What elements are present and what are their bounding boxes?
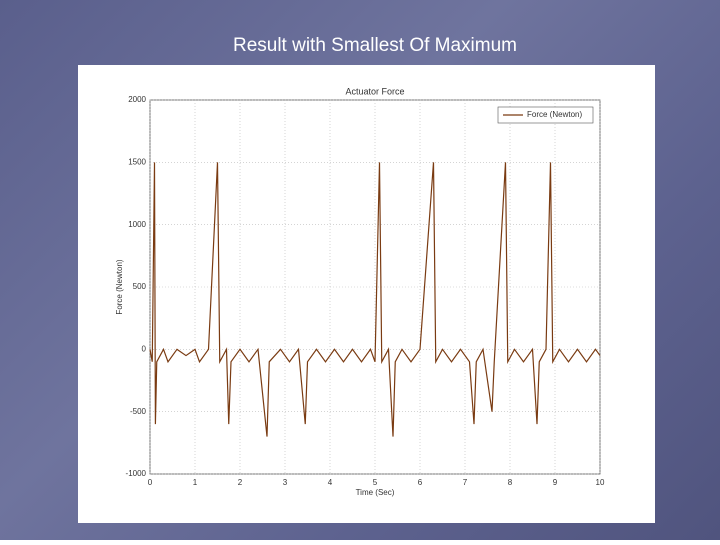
legend: Force (Newton) [497,106,594,124]
y-tick-label: -500 [130,407,147,416]
x-tick-label: 8 [508,478,513,487]
y-axis-label: Force (Newton) [115,259,124,314]
x-tick-label: 1 [193,478,198,487]
x-tick-label: 3 [283,478,288,487]
x-tick-label: 2 [238,478,243,487]
y-tick-label: 1000 [128,220,146,229]
y-tick-label: 0 [142,344,147,353]
legend-box [497,106,594,124]
y-tick-label: -1000 [126,469,147,478]
data-line [149,162,601,437]
x-tick-label: 7 [463,478,468,487]
y-tick-label: 500 [133,282,147,291]
chart-title: Actuator Force [345,86,404,96]
x-tick-label: 6 [418,478,423,487]
x-tick-label: 5 [373,478,378,487]
x-tick-label: 10 [596,478,605,487]
x-axis-label: Time (Sec) [356,488,395,497]
y-tick-label: 2000 [128,95,146,104]
legend-label: Force (Newton) [527,110,582,119]
x-tick-label: 4 [328,478,333,487]
x-tick-label: 0 [148,478,153,487]
y-tick-label: 1500 [128,157,146,166]
x-tick-label: 9 [553,478,558,487]
slide-title: Result with Smallest Of Maximum [233,35,517,56]
